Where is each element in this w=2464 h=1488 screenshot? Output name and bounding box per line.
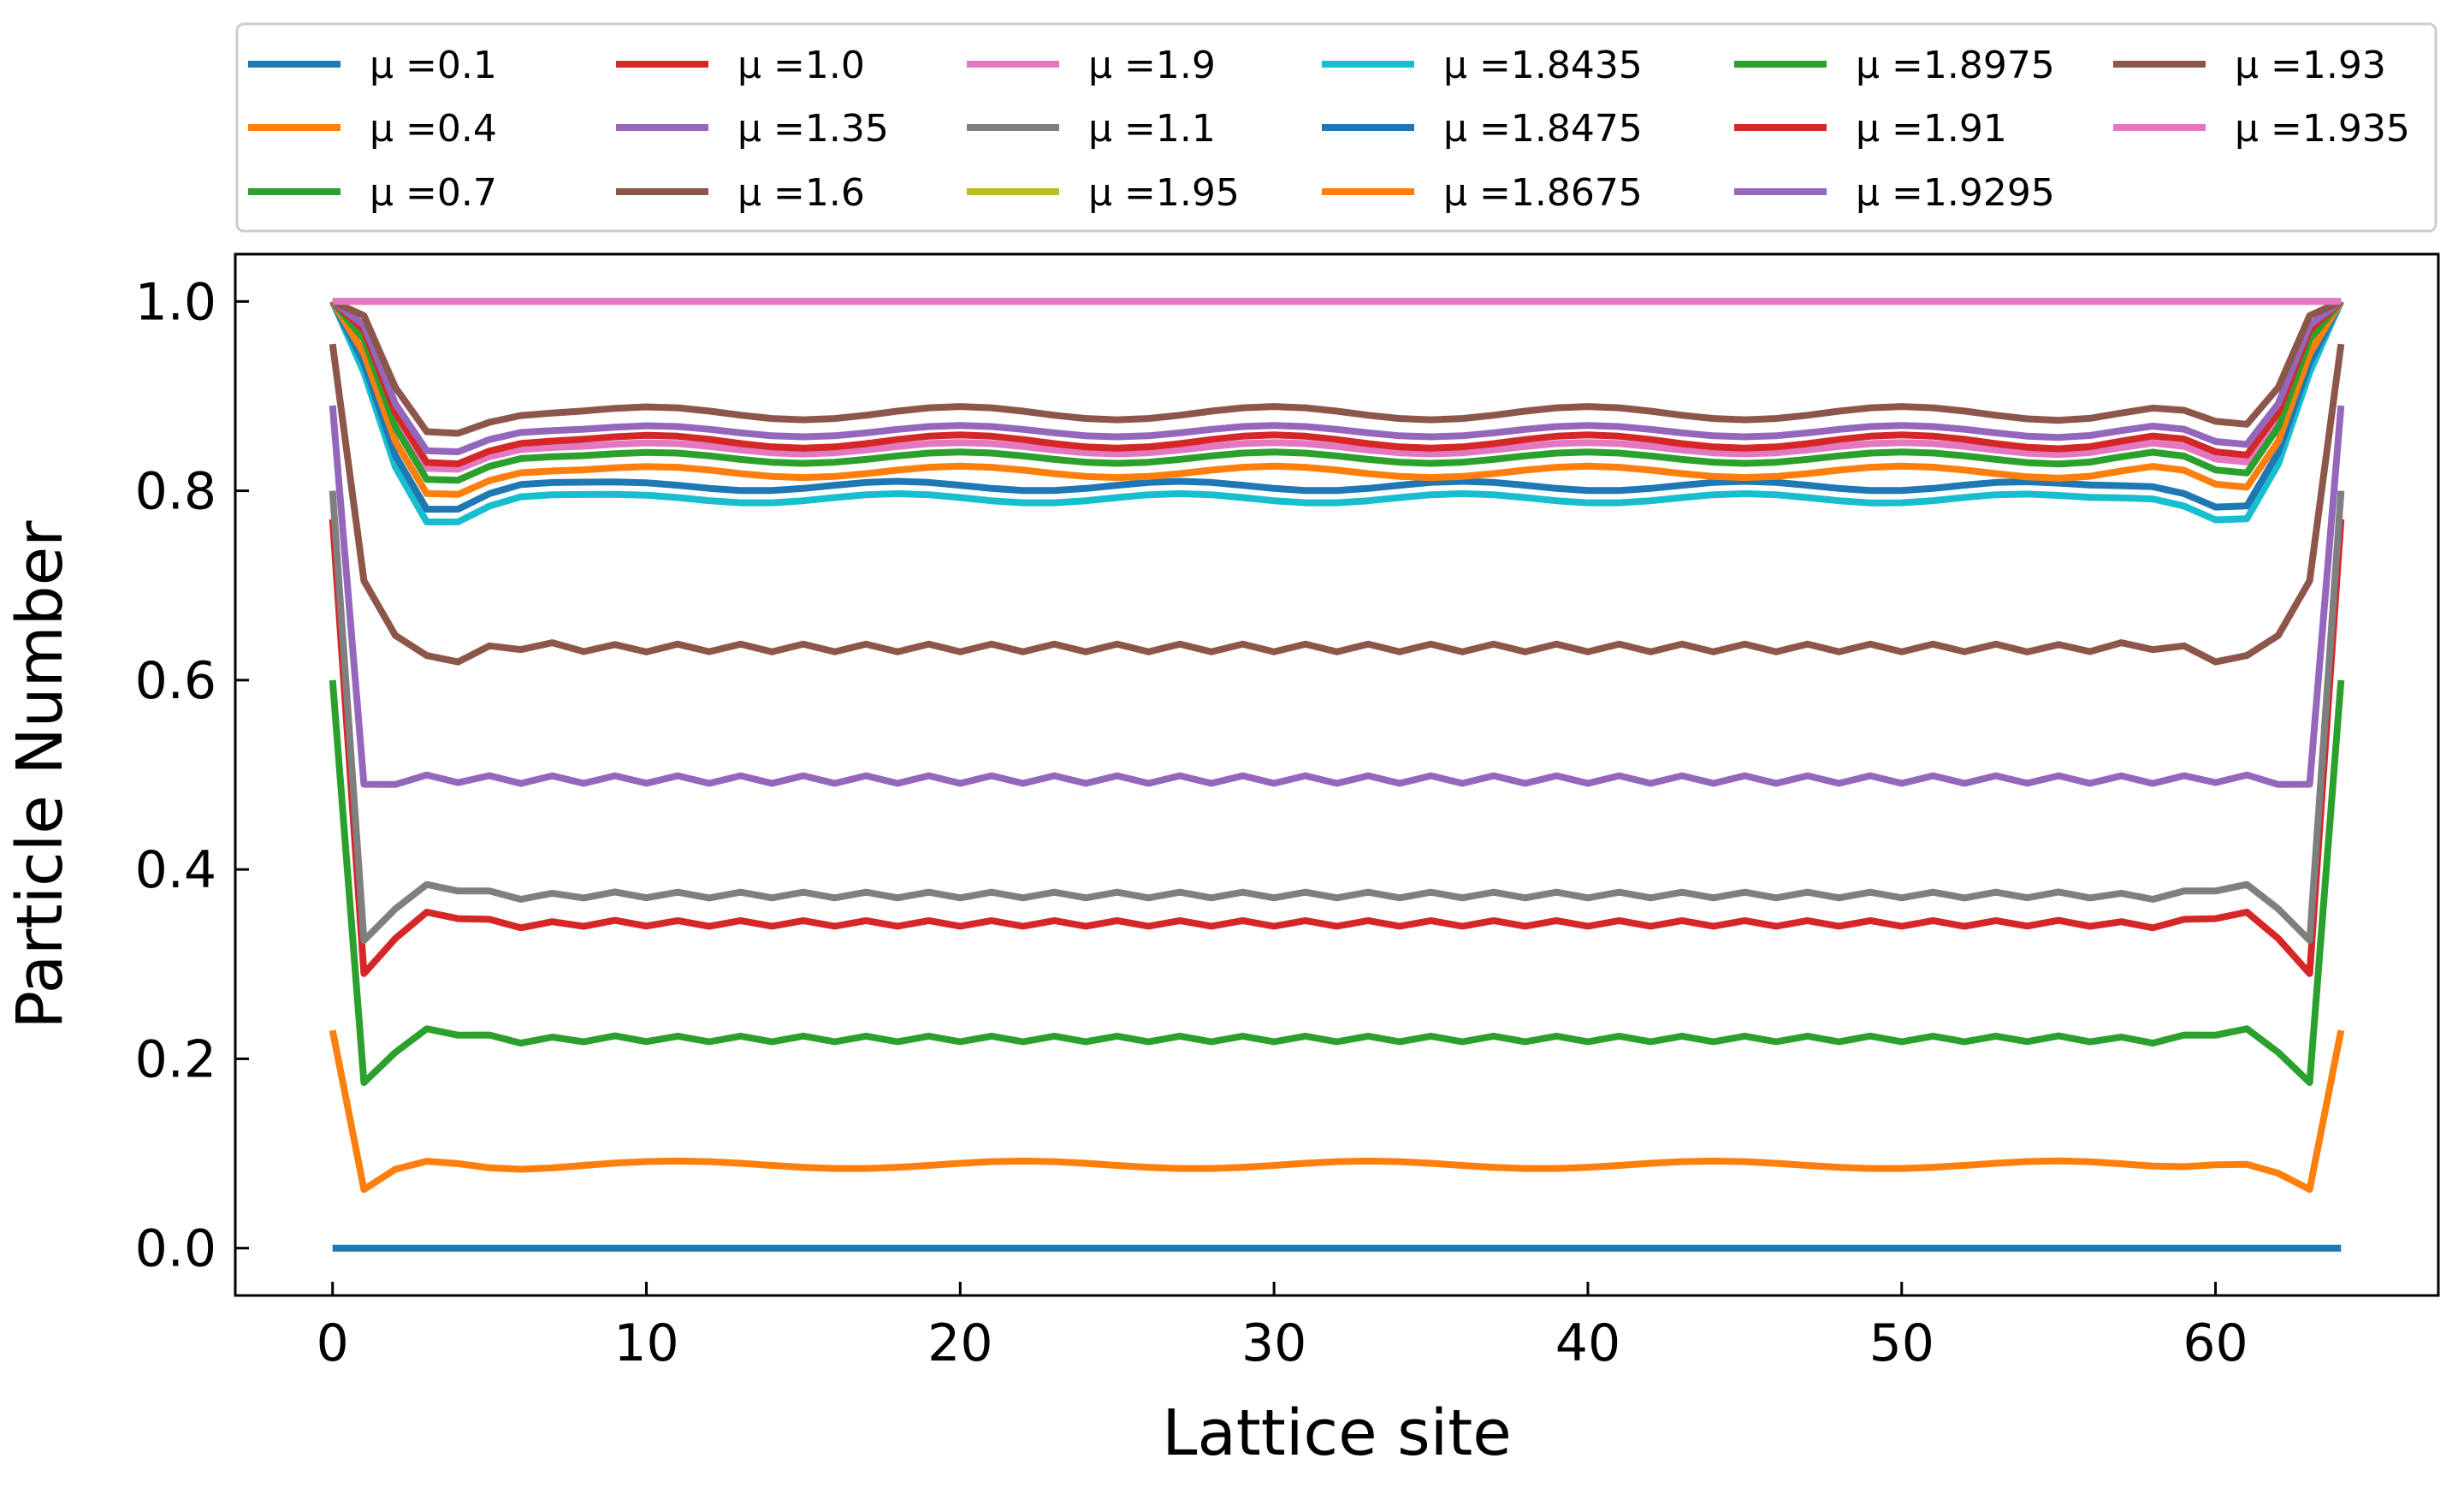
y-tick-label: 0.2 <box>135 1029 216 1089</box>
legend-label: μ =1.93 <box>2235 44 2386 87</box>
legend-label: μ =1.1 <box>1088 107 1216 151</box>
legend-label: μ =1.9295 <box>1856 171 2055 215</box>
series-line-11 <box>329 299 2344 498</box>
legend-label: μ =0.4 <box>370 107 497 151</box>
legend-label: μ =1.8435 <box>1443 44 1643 87</box>
y-tick-label: 0.0 <box>135 1219 216 1279</box>
series-layer <box>329 298 2345 1252</box>
series-line-14 <box>330 299 2343 455</box>
x-tick-label: 50 <box>1869 1313 1934 1373</box>
series-line-6 <box>329 299 2344 473</box>
x-tick-label: 30 <box>1241 1313 1306 1373</box>
plot-frame <box>234 252 2440 1297</box>
series-line-15 <box>331 298 2343 437</box>
legend-label: μ =0.7 <box>370 171 497 215</box>
legend-label: μ =1.8975 <box>1856 44 2055 87</box>
x-tick-label: 0 <box>317 1313 349 1373</box>
series-line-12 <box>329 299 2344 484</box>
ticks-layer: 0 10 20 30 40 50 60 0.0 0.2 0.4 0.6 0.8 1.0 <box>135 272 2248 1373</box>
series-line-10 <box>329 299 2344 513</box>
y-tick-label: 1.0 <box>135 272 216 332</box>
legend-label: μ =1.35 <box>737 107 889 151</box>
y-tick-label: 0.6 <box>135 651 216 711</box>
y-axis-label: Particle Number <box>3 520 77 1029</box>
y-tick-label: 0.4 <box>135 840 216 900</box>
x-tick-label: 10 <box>613 1313 678 1373</box>
series-line-13 <box>330 299 2343 468</box>
legend-label: μ =1.8475 <box>1443 107 1643 151</box>
series-line-4 <box>329 405 2345 788</box>
legend-label: μ =1.6 <box>737 171 865 215</box>
series-line-3 <box>329 519 2345 977</box>
legend-label: μ =1.95 <box>1088 171 1240 215</box>
x-tick-label: 40 <box>1555 1313 1620 1373</box>
series-line-1 <box>329 1029 2345 1194</box>
series-line-5 <box>329 343 2345 666</box>
legend-label: μ =1.9 <box>1088 44 1216 87</box>
series-line-7 <box>329 490 2345 945</box>
x-tick-label: 20 <box>927 1313 992 1373</box>
series-line-9 <box>329 299 2344 525</box>
legend-label: μ =0.1 <box>370 44 497 87</box>
x-axis-label: Lattice site <box>1162 1396 1512 1470</box>
y-tick-label: 0.8 <box>135 462 216 522</box>
series-line-2 <box>329 679 2345 1087</box>
legend-label: μ =1.0 <box>737 44 865 87</box>
legend-label: μ =1.935 <box>2235 107 2410 151</box>
legend-label: μ =1.8675 <box>1443 171 1643 215</box>
legend-label: μ =1.91 <box>1856 107 2007 151</box>
legend: μ =0.1 μ =0.4 μ =0.7 μ =1.0 μ =1.35 μ =1.6 μ =… <box>235 22 2437 233</box>
x-tick-label: 60 <box>2183 1313 2248 1373</box>
